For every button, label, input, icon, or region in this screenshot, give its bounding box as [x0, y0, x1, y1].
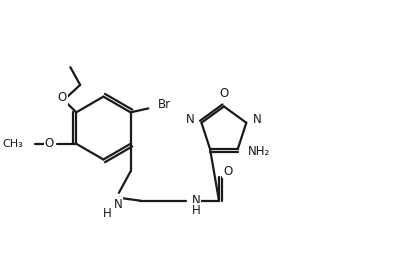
Text: NH₂: NH₂ — [248, 145, 270, 157]
Text: O: O — [223, 165, 232, 178]
Text: O: O — [58, 91, 67, 104]
Text: N: N — [113, 198, 122, 211]
Text: O: O — [44, 137, 54, 150]
Text: N: N — [186, 113, 195, 126]
Text: O: O — [219, 86, 229, 100]
Text: H: H — [103, 207, 111, 220]
Text: Br: Br — [158, 98, 171, 111]
Text: N: N — [192, 194, 200, 207]
Text: CH₃: CH₃ — [2, 139, 23, 149]
Text: N: N — [253, 113, 262, 126]
Text: H: H — [192, 204, 200, 217]
